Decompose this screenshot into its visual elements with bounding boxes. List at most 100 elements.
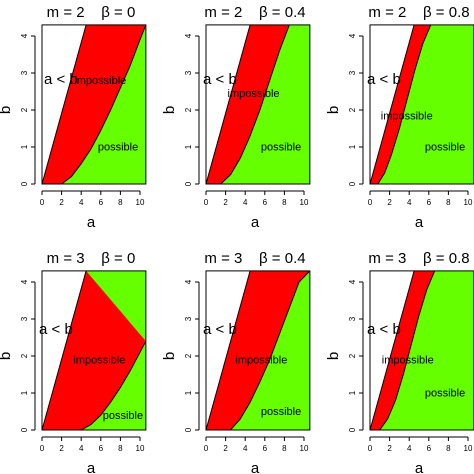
x-tick-label: 10: [136, 198, 145, 207]
x-tick-label: 2: [387, 444, 392, 453]
y-tick-label: 2: [20, 353, 29, 358]
x-axis-label: a: [251, 460, 260, 474]
y-tick-label: 1: [20, 144, 29, 149]
plot-area: [370, 270, 474, 430]
region-label-impossible: impossible: [228, 88, 280, 100]
x-tick-label: 10: [464, 198, 473, 207]
panel-title: m = 3 β = 0.8: [368, 250, 469, 267]
y-tick-label: 0: [184, 181, 193, 186]
region-label-a-less-than-b: a < b: [367, 71, 401, 88]
y-tick-label: 3: [184, 70, 193, 75]
plot-frame: [41, 24, 147, 185]
boundary-upper-line: [42, 24, 87, 185]
plot-area: [42, 270, 146, 430]
y-tick-label: 2: [184, 107, 193, 112]
y-tick-label: 0: [348, 427, 357, 432]
boundary-lower-curve: [206, 270, 310, 430]
boundary-upper-line: [370, 24, 415, 185]
y-tick-label: 1: [184, 144, 193, 149]
x-tick-label: 0: [368, 198, 373, 207]
x-axis-label: a: [87, 460, 96, 474]
y-axis-label: b: [161, 106, 178, 114]
y-tick-label: 1: [348, 390, 357, 395]
region-label-possible: possible: [103, 410, 143, 422]
plot-frame: [205, 270, 311, 431]
x-axis-label: a: [251, 214, 260, 231]
x-axis-label: a: [415, 214, 424, 231]
x-tick-label: 6: [263, 198, 268, 207]
boundary-lower-curve: [370, 270, 436, 430]
panel-title: m = 2 β = 0.4: [204, 4, 305, 21]
plot-frame: [205, 24, 311, 185]
y-tick-label: 3: [20, 70, 29, 75]
x-tick-label: 8: [282, 198, 287, 207]
x-tick-label: 6: [99, 198, 104, 207]
boundary-lower-curve: [206, 24, 290, 185]
region-label-impossible: impossible: [74, 75, 126, 87]
region-label-a-less-than-b: a < b: [44, 71, 78, 88]
y-tick-label: 3: [348, 316, 357, 321]
y-tick-label: 1: [20, 390, 29, 395]
x-tick-label: 0: [204, 198, 209, 207]
x-tick-label: 10: [300, 444, 309, 453]
region-impossible: [206, 24, 290, 185]
boundary-lower-curve: [42, 24, 146, 185]
x-axis-label: a: [87, 214, 96, 231]
y-tick-label: 0: [20, 427, 29, 432]
y-tick-label: 4: [348, 279, 357, 284]
region-label-possible: possible: [261, 142, 301, 154]
x-tick-label: 10: [300, 198, 309, 207]
region-impossible: [370, 270, 435, 430]
x-tick-label: 2: [223, 198, 228, 207]
y-axis-label: b: [0, 106, 14, 114]
x-tick-label: 6: [263, 444, 268, 453]
region-label-possible: possible: [425, 142, 465, 154]
x-tick-label: 2: [387, 198, 392, 207]
region-label-possible: possible: [261, 406, 301, 418]
x-tick-label: 2: [59, 198, 64, 207]
x-tick-label: 8: [118, 444, 123, 453]
plot-area: [206, 24, 310, 185]
region-impossible: [206, 270, 310, 430]
y-tick-label: 4: [20, 33, 29, 38]
x-tick-label: 6: [427, 444, 432, 453]
region-impossible: [370, 24, 431, 185]
plot-area: [206, 270, 310, 430]
boundary-upper-line: [206, 270, 251, 430]
y-tick-label: 3: [348, 70, 357, 75]
boundary-upper-line: [206, 24, 251, 185]
region-label-possible: possible: [425, 388, 465, 400]
region-label-impossible: impossible: [235, 354, 287, 366]
x-tick-label: 4: [243, 444, 248, 453]
y-tick-label: 0: [20, 181, 29, 186]
region-label-possible: possible: [98, 142, 138, 154]
y-axis-label: b: [325, 106, 342, 114]
x-tick-label: 0: [40, 198, 45, 207]
boundary-lower-curve: [42, 340, 146, 430]
plot-frame: [41, 270, 147, 431]
region-label-a-less-than-b: a < b: [39, 321, 73, 338]
y-tick-label: 3: [20, 316, 29, 321]
y-tick-label: 4: [184, 279, 193, 284]
y-tick-label: 2: [348, 107, 357, 112]
panel-title: m = 3 β = 0.4: [204, 250, 305, 267]
y-tick-label: 3: [184, 316, 193, 321]
region-label-impossible: impossible: [381, 110, 433, 122]
y-tick-label: 2: [184, 353, 193, 358]
x-axis-label: a: [415, 460, 424, 474]
x-tick-label: 4: [79, 198, 84, 207]
panel-title: m = 2 β = 0.8: [368, 4, 469, 21]
x-tick-label: 8: [446, 444, 451, 453]
y-axis-label: b: [161, 352, 178, 360]
x-tick-label: 8: [282, 444, 287, 453]
boundary-upper-line: [370, 270, 415, 430]
y-tick-label: 0: [184, 427, 193, 432]
x-tick-label: 0: [368, 444, 373, 453]
x-tick-label: 0: [204, 444, 209, 453]
panel-3: a < b impossible possible 0 2 4 6 8 10 a 0 1 2 3 4 b m =…: [325, 4, 474, 231]
panel-6: a < b impossible possible 0 2 4 6 8 10 a 0 1 2 3 4 b m =…: [325, 250, 474, 474]
x-tick-label: 2: [223, 444, 228, 453]
